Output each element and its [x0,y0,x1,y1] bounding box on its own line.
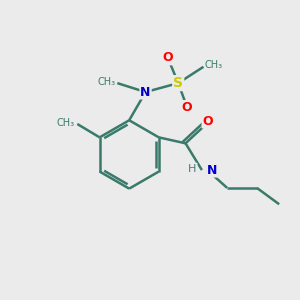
Text: CH₃: CH₃ [56,118,74,128]
Text: S: S [173,76,183,90]
Text: O: O [163,51,173,64]
Text: O: O [202,115,213,128]
Text: H: H [188,164,196,174]
Text: N: N [207,164,218,177]
Text: CH₃: CH₃ [205,60,223,70]
Text: N: N [140,85,151,98]
Text: O: O [182,101,193,114]
Text: CH₃: CH₃ [98,76,116,87]
